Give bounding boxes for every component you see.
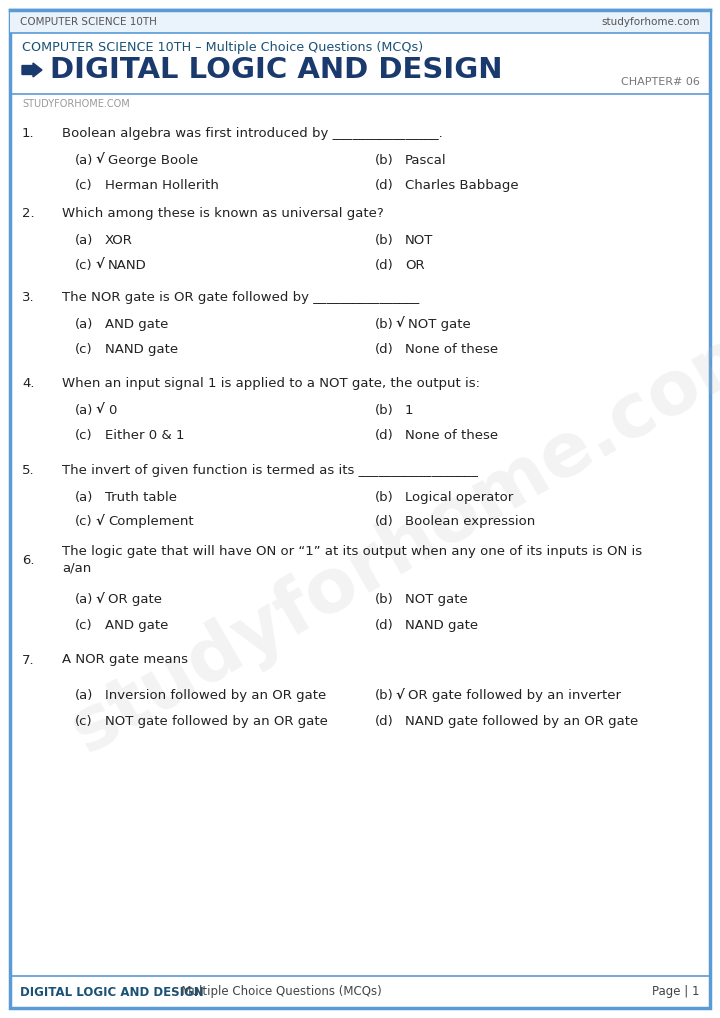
Text: Herman Hollerith: Herman Hollerith [105, 178, 219, 191]
Text: (a): (a) [75, 154, 94, 167]
Text: Boolean expression: Boolean expression [405, 515, 535, 528]
Text: CHAPTER# 06: CHAPTER# 06 [621, 77, 700, 87]
Text: None of these: None of these [405, 342, 498, 355]
Text: The NOR gate is OR gate followed by ________________: The NOR gate is OR gate followed by ____… [62, 290, 419, 303]
Text: (b): (b) [375, 593, 394, 607]
Text: AND gate: AND gate [105, 619, 168, 631]
Text: NAND gate: NAND gate [405, 619, 478, 631]
Text: √: √ [95, 593, 104, 607]
Text: (d): (d) [375, 259, 394, 272]
Text: √: √ [395, 689, 404, 702]
Text: (b): (b) [375, 233, 394, 246]
Text: Page | 1: Page | 1 [652, 985, 700, 999]
Text: NOT gate: NOT gate [408, 318, 471, 331]
Text: (b): (b) [375, 689, 394, 702]
Text: NAND: NAND [108, 259, 147, 272]
Text: a/an: a/an [62, 562, 91, 574]
Text: (b): (b) [375, 491, 394, 504]
Text: (c): (c) [75, 429, 93, 442]
Text: √: √ [95, 154, 104, 167]
Text: 7.: 7. [22, 654, 35, 667]
Text: Either 0 & 1: Either 0 & 1 [105, 429, 184, 442]
Text: √: √ [95, 515, 104, 528]
Text: Inversion followed by an OR gate: Inversion followed by an OR gate [105, 689, 326, 702]
Text: 0: 0 [108, 403, 117, 416]
Text: (d): (d) [375, 342, 394, 355]
Text: (d): (d) [375, 429, 394, 442]
Text: None of these: None of these [405, 429, 498, 442]
Text: (c): (c) [75, 619, 93, 631]
Text: (d): (d) [375, 619, 394, 631]
Text: √: √ [395, 318, 404, 331]
Text: studyforhome.com: studyforhome.com [601, 16, 700, 26]
Text: Logical operator: Logical operator [405, 491, 513, 504]
Text: When an input signal 1 is applied to a NOT gate, the output is:: When an input signal 1 is applied to a N… [62, 377, 480, 390]
Text: (d): (d) [375, 178, 394, 191]
Text: STUDYFORHOME.COM: STUDYFORHOME.COM [22, 99, 130, 109]
Text: DIGITAL LOGIC AND DESIGN: DIGITAL LOGIC AND DESIGN [20, 985, 204, 999]
Text: (a): (a) [75, 593, 94, 607]
Polygon shape [22, 63, 42, 77]
Text: COMPUTER SCIENCE 10TH – Multiple Choice Questions (MCQs): COMPUTER SCIENCE 10TH – Multiple Choice … [22, 41, 423, 54]
Text: NAND gate: NAND gate [105, 342, 178, 355]
Text: (d): (d) [375, 515, 394, 528]
Text: 5.: 5. [22, 463, 35, 476]
Text: Boolean algebra was first introduced by ________________.: Boolean algebra was first introduced by … [62, 126, 443, 139]
Text: OR: OR [405, 259, 425, 272]
Text: (b): (b) [375, 403, 394, 416]
Text: COMPUTER SCIENCE 10TH: COMPUTER SCIENCE 10TH [20, 16, 157, 26]
Text: (b): (b) [375, 154, 394, 167]
Text: NOT gate: NOT gate [405, 593, 468, 607]
Text: (d): (d) [375, 715, 394, 728]
Text: Truth table: Truth table [105, 491, 177, 504]
Text: – Multiple Choice Questions (MCQs): – Multiple Choice Questions (MCQs) [168, 985, 382, 999]
Text: OR gate followed by an inverter: OR gate followed by an inverter [408, 689, 621, 702]
Text: Which among these is known as universal gate?: Which among these is known as universal … [62, 207, 384, 220]
Text: XOR: XOR [105, 233, 133, 246]
Text: George Boole: George Boole [108, 154, 198, 167]
Text: 1.: 1. [22, 126, 35, 139]
Text: Charles Babbage: Charles Babbage [405, 178, 518, 191]
Text: (a): (a) [75, 689, 94, 702]
Text: (b): (b) [375, 318, 394, 331]
Text: The invert of given function is termed as its __________________: The invert of given function is termed a… [62, 463, 478, 476]
Text: OR gate: OR gate [108, 593, 162, 607]
Text: (a): (a) [75, 491, 94, 504]
Text: (c): (c) [75, 259, 93, 272]
Text: NOT: NOT [405, 233, 433, 246]
Text: 3.: 3. [22, 290, 35, 303]
Text: AND gate: AND gate [105, 318, 168, 331]
Text: √: √ [95, 403, 104, 416]
Text: 6.: 6. [22, 554, 35, 566]
Text: Complement: Complement [108, 515, 194, 528]
Text: NOT gate followed by an OR gate: NOT gate followed by an OR gate [105, 715, 328, 728]
Text: The logic gate that will have ON or “1” at its output when any one of its inputs: The logic gate that will have ON or “1” … [62, 546, 642, 559]
Text: (a): (a) [75, 318, 94, 331]
Text: 1: 1 [405, 403, 413, 416]
Text: A NOR gate means: A NOR gate means [62, 654, 188, 667]
Text: (c): (c) [75, 515, 93, 528]
Bar [10, 10, 710, 33]
Text: (c): (c) [75, 178, 93, 191]
Text: (a): (a) [75, 403, 94, 416]
Text: Pascal: Pascal [405, 154, 446, 167]
Text: (c): (c) [75, 715, 93, 728]
Text: (a): (a) [75, 233, 94, 246]
Text: 4.: 4. [22, 377, 35, 390]
Text: NAND gate followed by an OR gate: NAND gate followed by an OR gate [405, 715, 638, 728]
Text: studyforhome.com: studyforhome.com [58, 307, 720, 769]
Text: √: √ [95, 259, 104, 272]
Text: (c): (c) [75, 342, 93, 355]
Text: DIGITAL LOGIC AND DESIGN: DIGITAL LOGIC AND DESIGN [50, 56, 503, 84]
Text: 2.: 2. [22, 207, 35, 220]
